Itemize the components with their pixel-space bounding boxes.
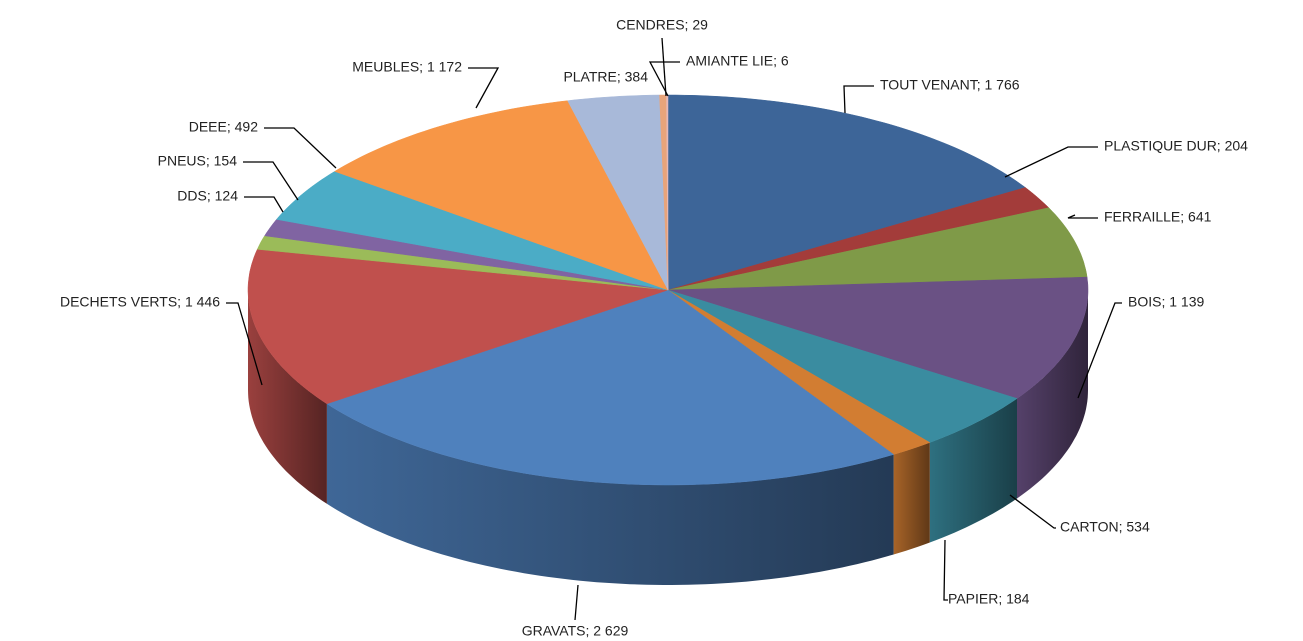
- leader-line: [244, 196, 284, 213]
- leader-line: [943, 539, 948, 601]
- leader-line: [1004, 146, 1098, 178]
- data-label: AMIANTE LIE; 6: [686, 53, 789, 69]
- slice-side: [1017, 290, 1088, 499]
- slice: [264, 219, 669, 291]
- slice: [667, 94, 1026, 291]
- slice-side: [248, 290, 327, 504]
- data-label: PAPIER; 184: [948, 591, 1030, 607]
- leader-line: [226, 302, 263, 386]
- data-label: GRAVATS; 2 629: [522, 623, 629, 639]
- data-label: CENDRES; 29: [616, 17, 708, 33]
- slice-side: [893, 442, 930, 555]
- slice: [247, 249, 669, 405]
- slice: [667, 187, 1050, 291]
- data-label: TOUT VENANT; 1 766: [880, 77, 1020, 93]
- slice: [667, 289, 1018, 443]
- data-label: MEUBLES; 1 172: [352, 59, 462, 75]
- data-label: PNEUS; 154: [158, 153, 238, 169]
- slice: [334, 100, 669, 291]
- slice: [326, 289, 895, 486]
- data-label: PLASTIQUE DUR; 204: [1104, 138, 1248, 154]
- leader-line: [1067, 214, 1098, 219]
- slice: [567, 94, 669, 291]
- data-label: DEEE; 492: [189, 119, 258, 135]
- leader-line: [661, 37, 667, 97]
- data-label: DECHETS VERTS; 1 446: [60, 294, 220, 310]
- data-label: BOIS; 1 139: [1128, 294, 1204, 310]
- leader-line: [648, 61, 680, 97]
- slice-side: [929, 398, 1017, 543]
- leader-line: [843, 85, 874, 114]
- leader-line: [1077, 302, 1122, 399]
- slice: [276, 171, 669, 291]
- slice: [667, 276, 1089, 399]
- slice: [667, 289, 931, 455]
- data-label: CARTON; 534: [1060, 519, 1150, 535]
- leader-line: [574, 584, 579, 621]
- leader-line: [243, 161, 299, 201]
- slice: [667, 207, 1088, 291]
- leader-line: [1009, 494, 1056, 529]
- leader-line: [468, 67, 500, 109]
- data-label: DDS; 124: [177, 188, 238, 204]
- leader-line: [264, 127, 337, 169]
- data-label: PLATRE; 384: [563, 69, 648, 85]
- data-label: FERRAILLE; 641: [1104, 209, 1212, 225]
- slice-side: [326, 403, 894, 585]
